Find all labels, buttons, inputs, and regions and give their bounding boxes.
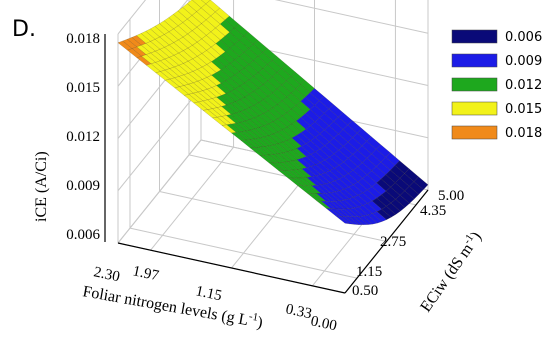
x-axis-title-sup: -1 bbox=[248, 310, 259, 323]
legend-label-0.018: 0.018 bbox=[505, 126, 542, 141]
legend-swatch-0.018 bbox=[451, 125, 498, 140]
surface-cell bbox=[335, 215, 351, 225]
x-tick-0.33: 0.33 bbox=[284, 301, 313, 322]
legend-swatch-0.006 bbox=[451, 29, 498, 44]
z-tick-0.018: 0.018 bbox=[66, 31, 100, 47]
z-axis-ticks: 0.018 0.015 0.012 0.009 0.006 bbox=[66, 31, 100, 243]
legend-label-0.009: 0.009 bbox=[505, 54, 542, 69]
x-axis-line bbox=[117, 242, 346, 294]
y-tick-5.00: 5.00 bbox=[438, 188, 464, 204]
y-tick-0.50: 0.50 bbox=[352, 283, 378, 299]
y-tick-4.35: 4.35 bbox=[420, 203, 446, 219]
x-tick-1.97: 1.97 bbox=[131, 263, 160, 284]
grid-line-floor bbox=[129, 227, 358, 279]
z-tick-0.015: 0.015 bbox=[66, 80, 100, 96]
legend-label-0.012: 0.012 bbox=[505, 78, 542, 93]
chart-axes bbox=[104, 34, 429, 294]
legend-label-0.006: 0.006 bbox=[505, 30, 542, 45]
y-tick-1.15: 1.15 bbox=[356, 264, 382, 280]
x-axis-title-text: Foliar nitrogen levels (g L bbox=[81, 283, 249, 329]
x-axis-ticks: 2.30 1.97 1.15 0.33 0.00 bbox=[92, 263, 338, 334]
grid-line-left bbox=[117, 0, 147, 35]
legend-swatch-0.015 bbox=[451, 101, 498, 116]
z-tick-0.006: 0.006 bbox=[66, 227, 100, 243]
x-axis-title-end: ) bbox=[256, 314, 264, 332]
legend: 0.006 0.009 0.012 0.015 0.018 bbox=[451, 29, 542, 141]
y-axis-ticks: 5.00 4.35 2.75 1.15 0.50 bbox=[352, 188, 464, 299]
grid-line-floor bbox=[159, 191, 387, 242]
y-axis-title-text: ECiw (dS m bbox=[417, 240, 477, 315]
panel-label: D. bbox=[12, 17, 36, 42]
z-axis-title: iCE (A/Ci) bbox=[33, 151, 50, 222]
x-axis-title: Foliar nitrogen levels (g L-1) bbox=[81, 281, 264, 331]
x-tick-1.15: 1.15 bbox=[194, 283, 223, 304]
y-tick-2.75: 2.75 bbox=[380, 234, 406, 250]
y-axis-title: ECiw (dS m-1) bbox=[416, 228, 485, 316]
z-tick-0.012: 0.012 bbox=[66, 129, 100, 145]
y-axis-line bbox=[344, 189, 429, 294]
x-tick-0.00: 0.00 bbox=[309, 313, 338, 334]
x-tick-2.30: 2.30 bbox=[92, 264, 121, 285]
legend-swatch-0.012 bbox=[451, 77, 498, 92]
surface-mesh bbox=[117, 0, 429, 225]
legend-label-0.015: 0.015 bbox=[505, 102, 542, 117]
legend-swatch-0.009 bbox=[451, 53, 498, 68]
z-tick-0.009: 0.009 bbox=[66, 178, 100, 194]
